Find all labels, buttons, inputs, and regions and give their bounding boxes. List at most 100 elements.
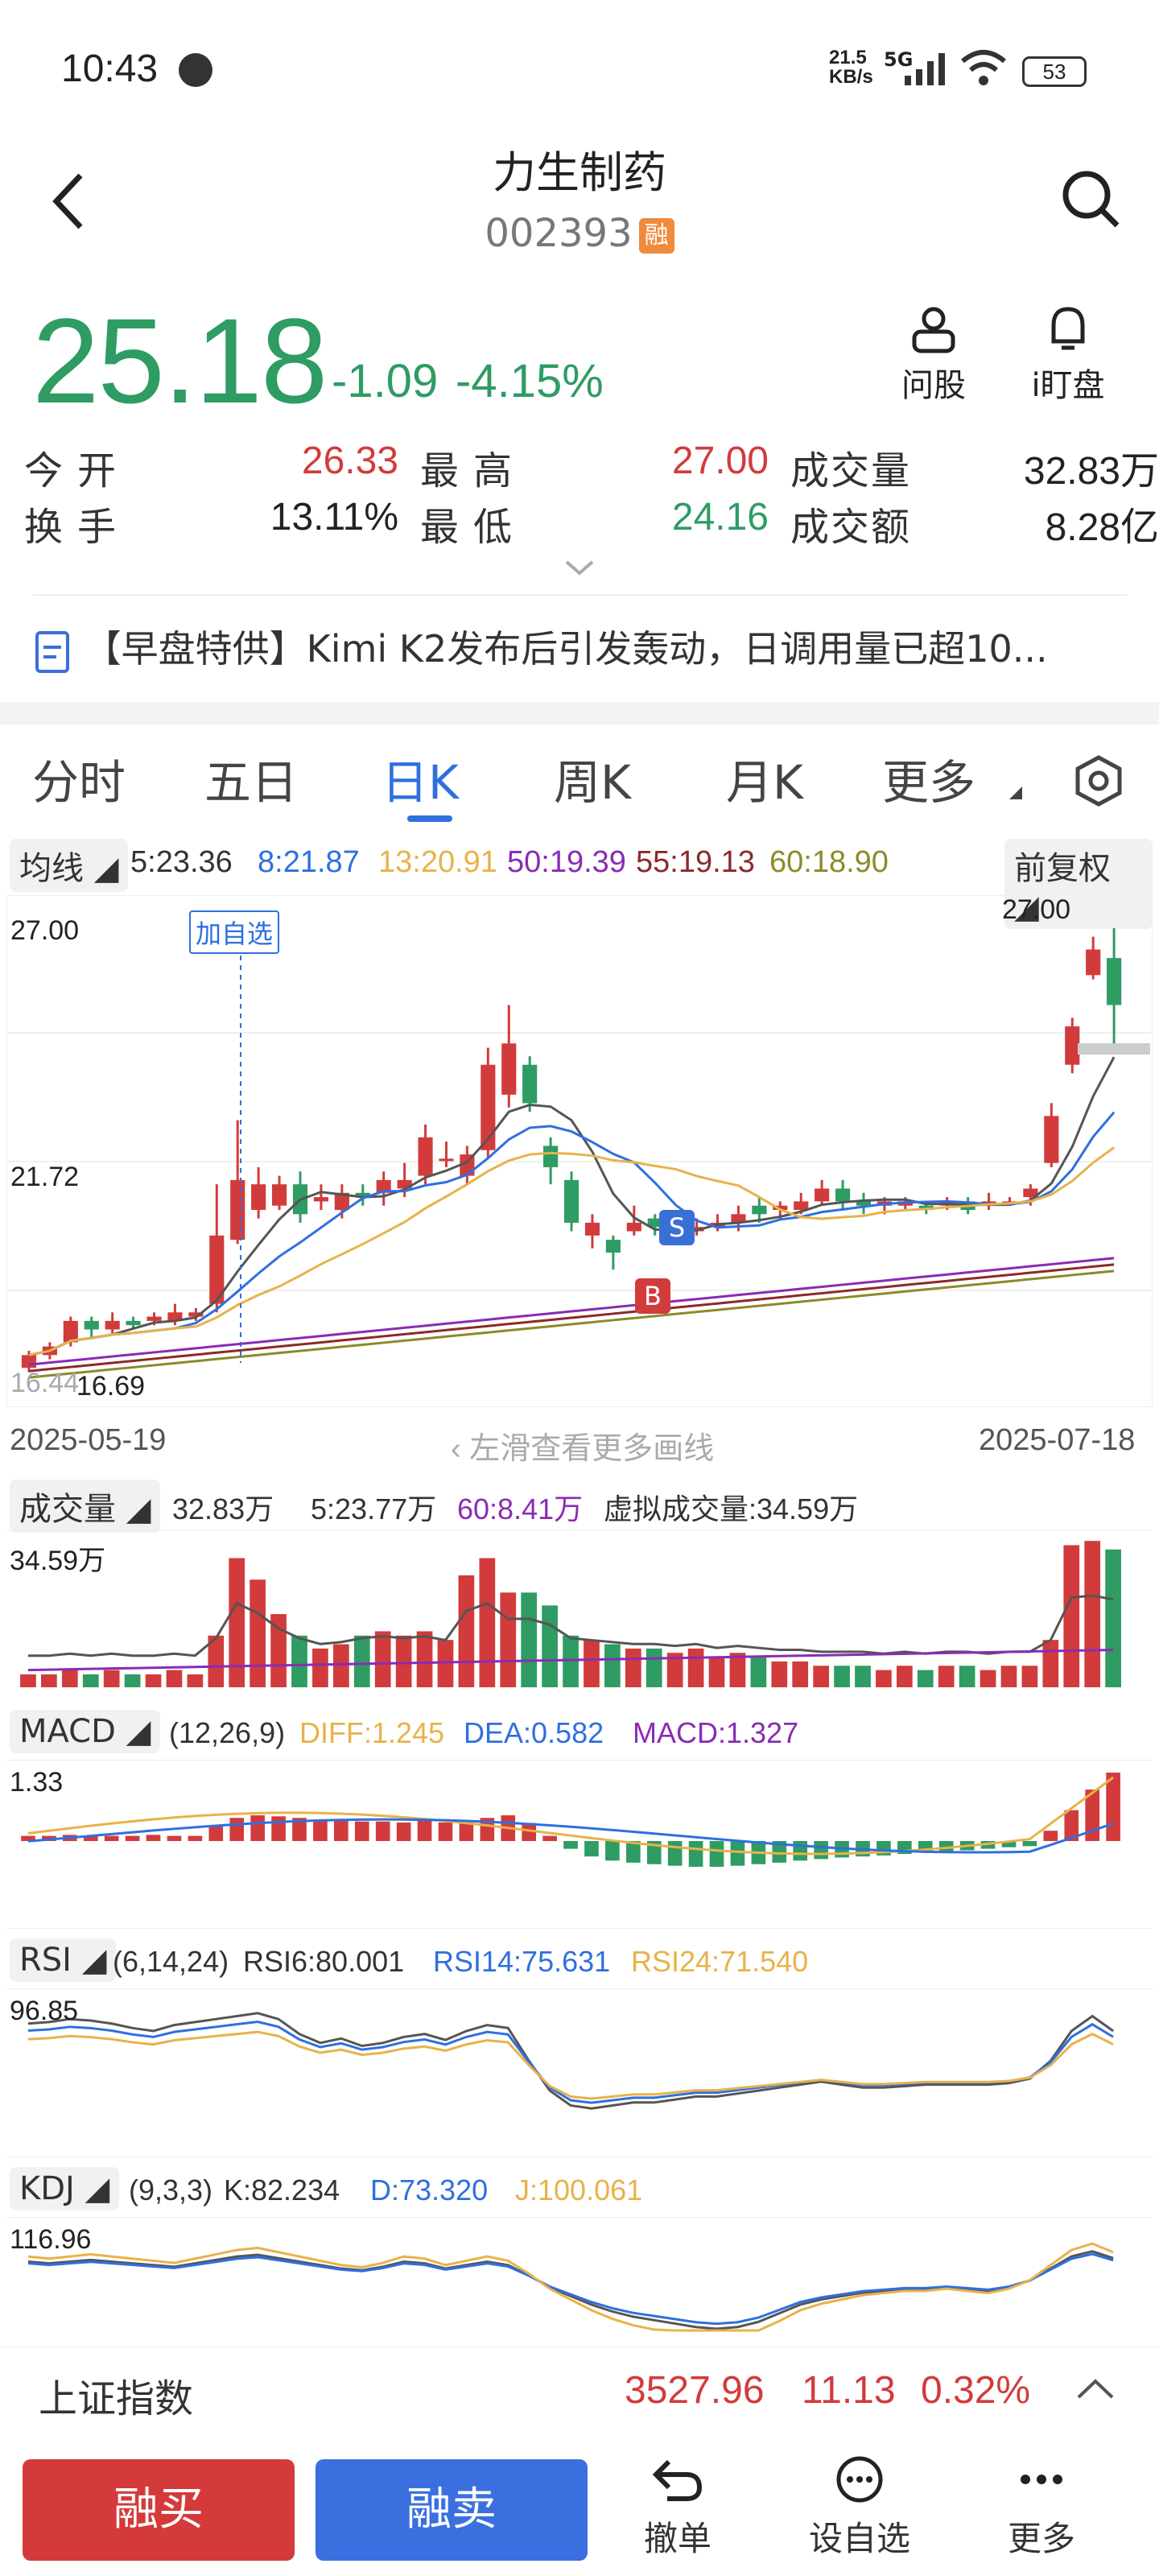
volume-bar (353, 1635, 370, 1687)
volume-chart[interactable]: 34.59万 (6, 1530, 1153, 1699)
volume-bar (834, 1666, 850, 1687)
volume-canvas (20, 1541, 1121, 1687)
candle-body (501, 1043, 517, 1095)
candle-body (84, 1320, 99, 1330)
kline-min-mark: 16.69 (76, 1371, 146, 1402)
macd-value: MACD:1.327 (633, 1716, 799, 1749)
rsi-selector[interactable]: RSI ◢ (10, 1938, 117, 1982)
tab-weekly-k[interactable]: 周K (554, 755, 632, 810)
kdj-chart[interactable]: 116.96 (6, 2217, 1153, 2346)
rsi-chart[interactable]: 96.85 (6, 1988, 1153, 2157)
ma60-value: 60:18.90 (769, 845, 889, 879)
adjust-selector[interactable]: 前复权 ◢ (1004, 839, 1153, 929)
clock-icon (179, 53, 212, 87)
back-icon[interactable] (48, 169, 89, 233)
index-change: 11.13 (802, 2369, 896, 2412)
volume-ma60: 60:8.41万 (457, 1492, 584, 1525)
more-button[interactable]: 更多 (977, 2455, 1106, 2561)
expand-chevron-icon[interactable] (563, 557, 596, 578)
swipe-hint-text: 左滑查看更多画线 (469, 1432, 715, 1466)
swipe-hint: ‹ 左滑查看更多画线 (451, 1432, 715, 1466)
ma13-line (28, 1146, 1115, 1356)
macd-histogram-bar (626, 1841, 641, 1863)
volume-bar (1042, 1640, 1059, 1687)
candle-body (773, 1205, 788, 1210)
rsi-params: (6,14,24) (113, 1945, 229, 1978)
volume-bar (897, 1666, 913, 1687)
high-value: 27.00 (671, 440, 769, 482)
candle-body (647, 1218, 662, 1228)
volume-selector[interactable]: 成交量 ◢ (10, 1480, 161, 1533)
volume-bar (166, 1670, 183, 1687)
candle-body (815, 1188, 830, 1202)
network-type: 5G (884, 48, 914, 71)
candle-body (794, 1201, 809, 1210)
tab-five-day[interactable]: 五日 (204, 755, 299, 810)
candle-body (856, 1201, 872, 1206)
document-icon (35, 630, 69, 673)
cancel-order-button[interactable]: 撤单 (613, 2455, 742, 2561)
candle-body (689, 1227, 704, 1232)
watch-button[interactable]: i盯盘 (1016, 304, 1120, 406)
candle-body (105, 1320, 120, 1330)
macd-histogram-bar (772, 1841, 787, 1863)
tab-daily-k[interactable]: 日K (382, 755, 460, 810)
rsi6-line (27, 2012, 1114, 2110)
macd-histogram-bar (709, 1841, 724, 1867)
kdj-selector[interactable]: KDJ ◢ (10, 2167, 120, 2211)
open-label: 今开 (24, 448, 131, 493)
add-watch-tag[interactable]: 加自选 (189, 910, 280, 954)
volume-bar (1105, 1549, 1121, 1687)
ma5-line (28, 1056, 1116, 1356)
margin-buy-button[interactable]: 融买 (23, 2459, 295, 2561)
net-speed: 21.5 (829, 47, 867, 68)
volume-bar (229, 1558, 245, 1687)
macd-histogram-bar (271, 1816, 286, 1841)
macd-dea: DEA:0.582 (464, 1716, 604, 1749)
news-ticker[interactable]: 【早盘特供】Kimi K2发布后引发轰动，日调用量已超10... (32, 620, 1127, 676)
status-time: 10:43 (61, 47, 159, 90)
ask-stock-label: 问股 (901, 367, 966, 404)
index-pct: 0.32% (921, 2369, 1031, 2412)
tab-intraday[interactable]: 分时 (32, 755, 126, 810)
macd-histogram-bar (417, 1820, 432, 1841)
volume-bar (500, 1592, 517, 1687)
candle-body (752, 1205, 767, 1215)
volume-bar (792, 1661, 809, 1687)
set-watchlist-button[interactable]: 设自选 (795, 2455, 924, 2561)
macd-selector[interactable]: MACD ◢ (10, 1710, 161, 1753)
ma-selector[interactable]: 均线 ◢ (10, 839, 129, 892)
volume-bar (437, 1640, 454, 1687)
candle-body (209, 1235, 225, 1304)
search-icon[interactable] (1059, 167, 1124, 232)
rsi-header: RSI ◢ (6,14,24) RSI6:80.001 RSI14:75.631… (6, 1935, 1153, 1984)
candle-body (167, 1312, 183, 1321)
set-watchlist-label: 设自选 (808, 2519, 910, 2558)
ask-stock-button[interactable]: 问股 (893, 304, 974, 406)
buy-signal-tag[interactable]: B (635, 1278, 670, 1314)
tab-more[interactable]: 更多 (882, 755, 976, 810)
macd-histogram-bar (396, 1822, 411, 1841)
margin-sell-button[interactable]: 融卖 (316, 2459, 588, 2561)
kline-chart[interactable]: 27.00 21.72 16.44 16.69 27.00 加自选 S B (6, 894, 1153, 1407)
tab-monthly-k[interactable]: 月K (726, 755, 804, 810)
macd-histogram-bar (354, 1821, 369, 1841)
macd-histogram-bar (313, 1819, 328, 1841)
candle-body (731, 1214, 746, 1223)
volume-bar (458, 1575, 475, 1687)
macd-chart[interactable]: 1.33 (6, 1760, 1153, 1929)
sell-signal-tag[interactable]: S (659, 1210, 695, 1245)
news-headline: 【早盘特供】Kimi K2发布后引发轰动，日调用量已超10... (84, 627, 1048, 671)
candle-body (522, 1064, 538, 1104)
macd-histogram-bar (688, 1841, 703, 1867)
volume-header: 成交量 ◢ 32.83万 5:23.77万 60:8.41万 虚拟成交量:34.… (6, 1476, 1153, 1533)
macd-axis-max: 1.33 (10, 1767, 64, 1798)
volume-label: 成交量 (790, 448, 912, 493)
index-bar[interactable]: 上证指数 3527.96 11.13 0.32% (0, 2347, 1159, 2443)
chart-settings-icon[interactable] (1070, 753, 1127, 809)
macd-params: (12,26,9) (169, 1716, 286, 1749)
chevron-up-icon[interactable] (1075, 2376, 1116, 2401)
ask-robot-icon (912, 307, 955, 353)
index-name: 上证指数 (39, 2376, 194, 2421)
macd-histogram-bar (438, 1822, 453, 1841)
